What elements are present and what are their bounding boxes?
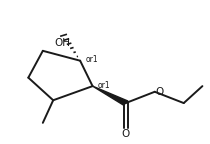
- Text: O: O: [122, 129, 130, 139]
- Text: or1: or1: [98, 81, 110, 90]
- Text: or1: or1: [85, 55, 98, 65]
- Polygon shape: [93, 86, 128, 105]
- Text: OH: OH: [55, 38, 71, 48]
- Text: O: O: [156, 87, 164, 97]
